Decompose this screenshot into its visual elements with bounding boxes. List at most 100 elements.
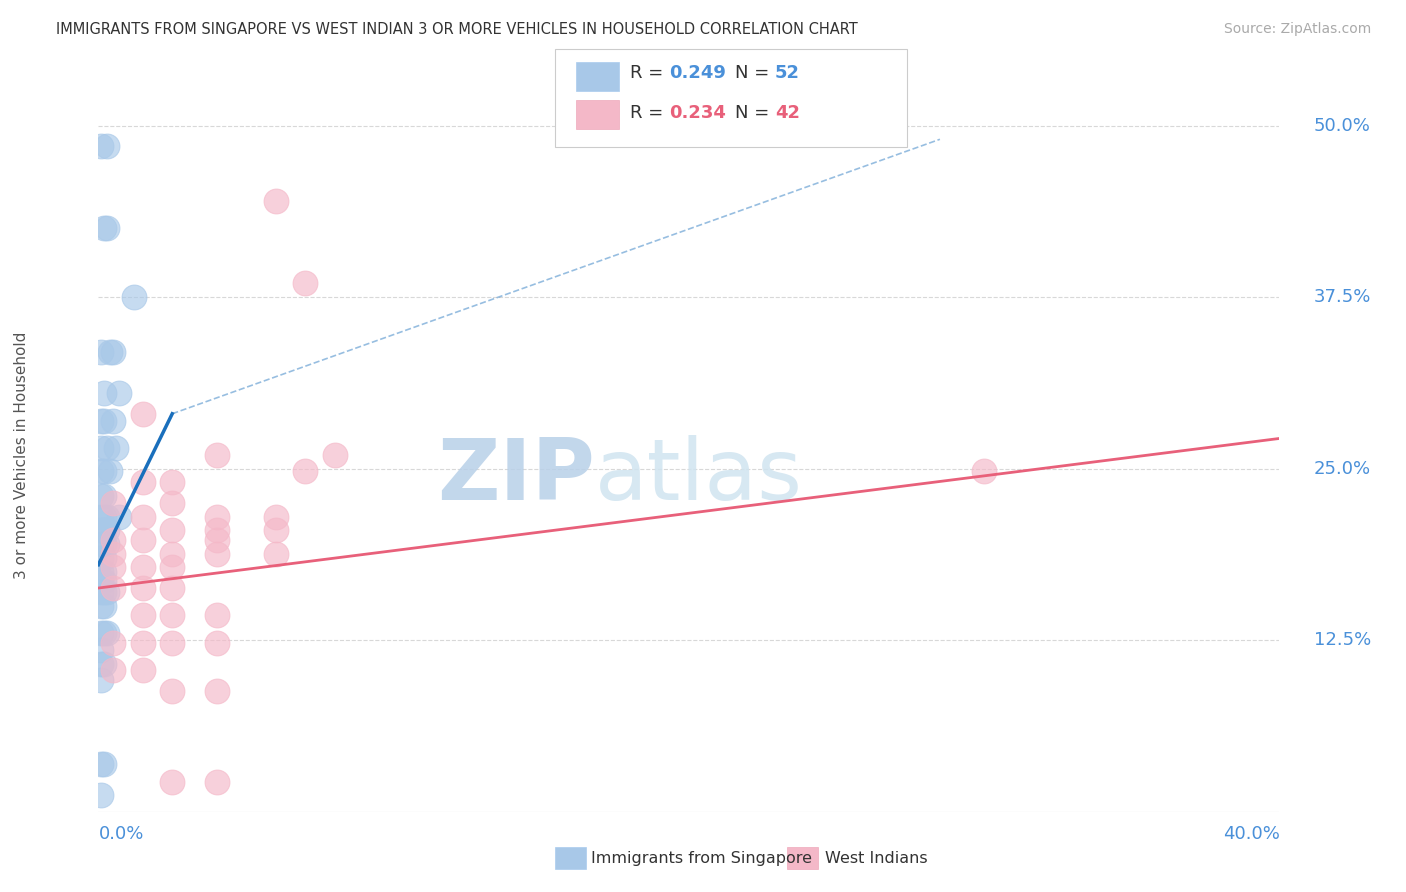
Point [108,509,131,524]
Point [294,277,316,291]
Point [96,524,118,538]
Point [205,774,228,789]
Point [162,547,183,561]
Point [93,414,115,428]
Point [132,560,155,574]
Point [93,626,115,640]
Point [162,475,183,490]
Point [96,221,118,235]
Text: IMMIGRANTS FROM SINGAPORE VS WEST INDIAN 3 OR MORE VEHICLES IN HOUSEHOLD CORRELA: IMMIGRANTS FROM SINGAPORE VS WEST INDIAN… [56,22,858,37]
Point [90,585,112,599]
Point [205,448,228,462]
Point [90,565,112,579]
Point [205,608,228,623]
Point [90,574,112,589]
Point [93,489,115,503]
Point [103,414,125,428]
Text: 37.5%: 37.5% [1313,288,1371,306]
Point [93,585,115,599]
Text: atlas: atlas [595,434,803,518]
Point [90,673,112,687]
Text: West Indians: West Indians [825,851,928,865]
Point [90,464,112,478]
Point [90,345,112,359]
Text: 3 or more Vehicles in Household: 3 or more Vehicles in Household [14,331,28,579]
Text: ZIP: ZIP [437,434,595,518]
Text: Immigrants from Singapore: Immigrants from Singapore [591,851,811,865]
Point [96,585,118,599]
Point [93,550,115,565]
Point [132,475,155,490]
Point [264,547,287,561]
Point [90,537,112,551]
Point [132,533,155,547]
Point [162,581,183,595]
Point [105,441,128,455]
Point [90,489,112,503]
Point [93,464,115,478]
Point [162,524,183,538]
Point [132,636,155,650]
Point [93,524,115,538]
Point [264,509,287,524]
Point [103,345,125,359]
Point [162,684,183,698]
Text: R =: R = [630,64,669,82]
Point [294,464,316,478]
Point [90,524,112,538]
Point [103,560,125,574]
Point [132,581,155,595]
Point [103,636,125,650]
Point [205,509,228,524]
Point [132,608,155,623]
Point [108,386,131,401]
Point [205,636,228,650]
Point [205,547,228,561]
Point [122,290,145,304]
Point [93,565,115,579]
Text: N =: N = [735,104,775,122]
Point [93,509,115,524]
Point [93,756,115,771]
Point [205,524,228,538]
Text: 50.0%: 50.0% [1315,117,1371,135]
Point [93,221,115,235]
Point [264,194,287,208]
Point [323,448,346,462]
Point [973,464,995,478]
Text: Source: ZipAtlas.com: Source: ZipAtlas.com [1223,22,1371,37]
Point [93,574,115,589]
Text: 52: 52 [775,64,800,82]
Text: 0.234: 0.234 [669,104,725,122]
Text: 0.0%: 0.0% [98,825,143,843]
Text: N =: N = [735,64,775,82]
Point [90,657,112,671]
Point [96,139,118,153]
Point [98,464,121,478]
Point [96,509,118,524]
Point [103,581,125,595]
Point [90,139,112,153]
Point [103,496,125,510]
Point [205,533,228,547]
Text: 42: 42 [775,104,800,122]
Point [93,599,115,613]
Point [90,414,112,428]
Point [103,547,125,561]
Point [90,509,112,524]
Point [132,664,155,678]
Point [96,626,118,640]
Point [132,407,155,421]
Point [162,496,183,510]
Point [90,626,112,640]
Text: 0.249: 0.249 [669,64,725,82]
Point [132,509,155,524]
Point [90,599,112,613]
Text: R =: R = [630,104,669,122]
Point [103,533,125,547]
Point [103,664,125,678]
Point [96,441,118,455]
Point [162,774,183,789]
Text: 40.0%: 40.0% [1223,825,1279,843]
Point [264,524,287,538]
